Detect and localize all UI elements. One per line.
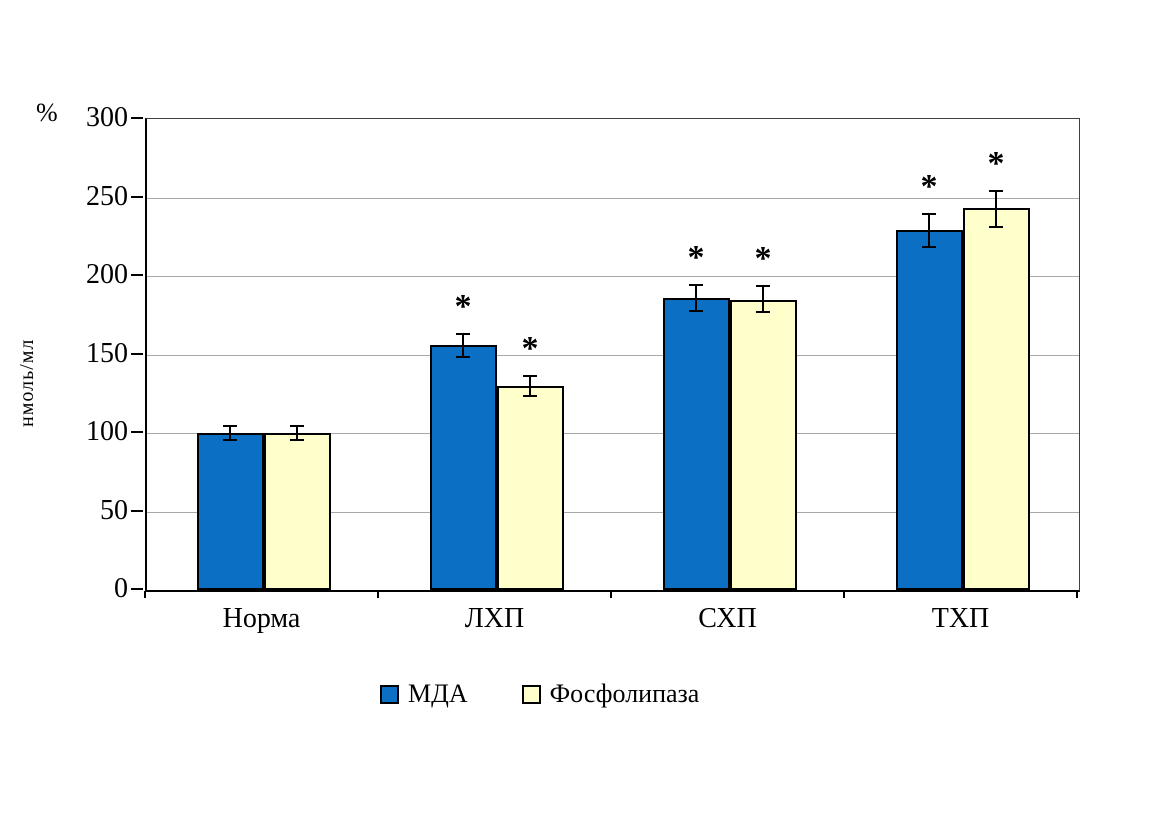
significance-marker-Фосфолипаза-ТХП: * bbox=[987, 144, 1005, 182]
error-bar-Фосфолипаза-ТХП bbox=[989, 189, 1003, 228]
y-tick-label-250: 250 bbox=[86, 180, 128, 212]
legend-swatch-МДА bbox=[380, 684, 399, 704]
error-bar-Фосфолипаза-Норма bbox=[290, 425, 304, 442]
bar-МДА-Норма bbox=[196, 433, 264, 590]
y-tick-label-200: 200 bbox=[86, 259, 128, 290]
gridline-250 bbox=[147, 197, 1079, 199]
legend: МДА Фосфолипаза bbox=[380, 679, 699, 709]
gridline-150 bbox=[147, 354, 1079, 356]
y-tick-mark-50 bbox=[131, 509, 143, 512]
error-bar-stem bbox=[229, 425, 231, 442]
significance-marker-Фосфолипаза-СХП: * bbox=[754, 240, 772, 278]
category-label-ЛХП: ЛХП bbox=[464, 603, 525, 634]
error-bar-МДА-СХП bbox=[689, 283, 703, 312]
y-tick-label-150: 150 bbox=[86, 337, 128, 369]
y-tick-label-100: 100 bbox=[86, 416, 128, 447]
gridline-50 bbox=[147, 511, 1079, 513]
error-bar-Фосфолипаза-СХП bbox=[756, 285, 770, 314]
bar-Фосфолипаза-СХП bbox=[729, 300, 797, 590]
x-tick-mark-2 bbox=[610, 591, 612, 598]
error-bar-cap-bottom bbox=[223, 439, 237, 442]
y-tick-label-300: 300 bbox=[86, 102, 128, 133]
error-bar-stem bbox=[462, 332, 464, 358]
y-tick-mark-0 bbox=[131, 588, 143, 590]
significance-marker-Фосфолипаза-ЛХП: * bbox=[521, 329, 539, 367]
category-label-Норма: Норма bbox=[222, 603, 301, 634]
x-tick-mark-0 bbox=[144, 591, 146, 598]
y-axis-unit-label: % bbox=[36, 98, 58, 127]
y-tick-mark-100 bbox=[131, 431, 143, 433]
error-bar-stem bbox=[695, 283, 697, 312]
bar-МДА-СХП bbox=[662, 298, 730, 590]
x-tick-mark-3 bbox=[843, 591, 845, 598]
plot-area: * * * * * * bbox=[145, 118, 1080, 592]
error-bar-cap-bottom bbox=[756, 311, 770, 314]
error-bar-cap-bottom bbox=[290, 439, 304, 442]
error-bar-stem bbox=[762, 285, 764, 314]
y-tick-mark-250 bbox=[131, 195, 143, 198]
bar-МДА-ЛХП bbox=[429, 345, 497, 590]
y-tick-label-0: 0 bbox=[114, 573, 128, 604]
y-tick-mark-200 bbox=[131, 274, 143, 276]
y-axis-title: нмоль/мл bbox=[16, 338, 38, 428]
bar-МДА-ТХП bbox=[895, 230, 963, 590]
legend-item-Фосфолипаза: Фосфолипаза bbox=[521, 679, 700, 709]
error-bar-МДА-ТХП bbox=[922, 213, 936, 249]
category-label-ТХП: ТХП bbox=[931, 603, 990, 634]
legend-swatch-Фосфолипаза bbox=[521, 684, 541, 704]
x-tick-mark-1 bbox=[377, 591, 379, 598]
error-bar-Фосфолипаза-ЛХП bbox=[523, 374, 537, 397]
error-bar-stem bbox=[928, 213, 930, 249]
error-bar-cap-bottom bbox=[523, 394, 537, 397]
error-bar-cap-bottom bbox=[922, 246, 936, 249]
error-bar-stem bbox=[995, 189, 997, 228]
bar-Фосфолипаза-Норма bbox=[263, 433, 331, 590]
category-label-СХП: СХП bbox=[698, 603, 757, 634]
y-tick-mark-300 bbox=[131, 117, 143, 119]
x-tick-mark-4 bbox=[1076, 591, 1078, 598]
legend-label-Фосфолипаза: Фосфолипаза bbox=[549, 679, 700, 708]
y-tick-label-50: 50 bbox=[100, 494, 128, 526]
y-tick-mark-150 bbox=[131, 352, 143, 355]
legend-label-МДА: МДА bbox=[408, 679, 468, 708]
gridline-100 bbox=[147, 433, 1079, 434]
error-bar-stem bbox=[529, 374, 531, 397]
bar-Фосфолипаза-ЛХП bbox=[496, 386, 564, 590]
legend-item-МДА: МДА bbox=[380, 679, 468, 709]
bar-Фосфолипаза-ТХП bbox=[962, 208, 1030, 590]
error-bar-cap-bottom bbox=[989, 225, 1003, 228]
error-bar-МДА-Норма bbox=[223, 425, 237, 442]
gridline-200 bbox=[147, 276, 1079, 277]
significance-marker-МДА-ЛХП: * bbox=[454, 287, 472, 325]
error-bar-cap-bottom bbox=[456, 355, 470, 358]
error-bar-cap-bottom bbox=[689, 309, 703, 312]
error-bar-stem bbox=[296, 425, 298, 442]
error-bar-МДА-ЛХП bbox=[456, 332, 470, 358]
significance-marker-МДА-ТХП: * bbox=[920, 168, 938, 206]
significance-marker-МДА-СХП: * bbox=[687, 238, 705, 276]
